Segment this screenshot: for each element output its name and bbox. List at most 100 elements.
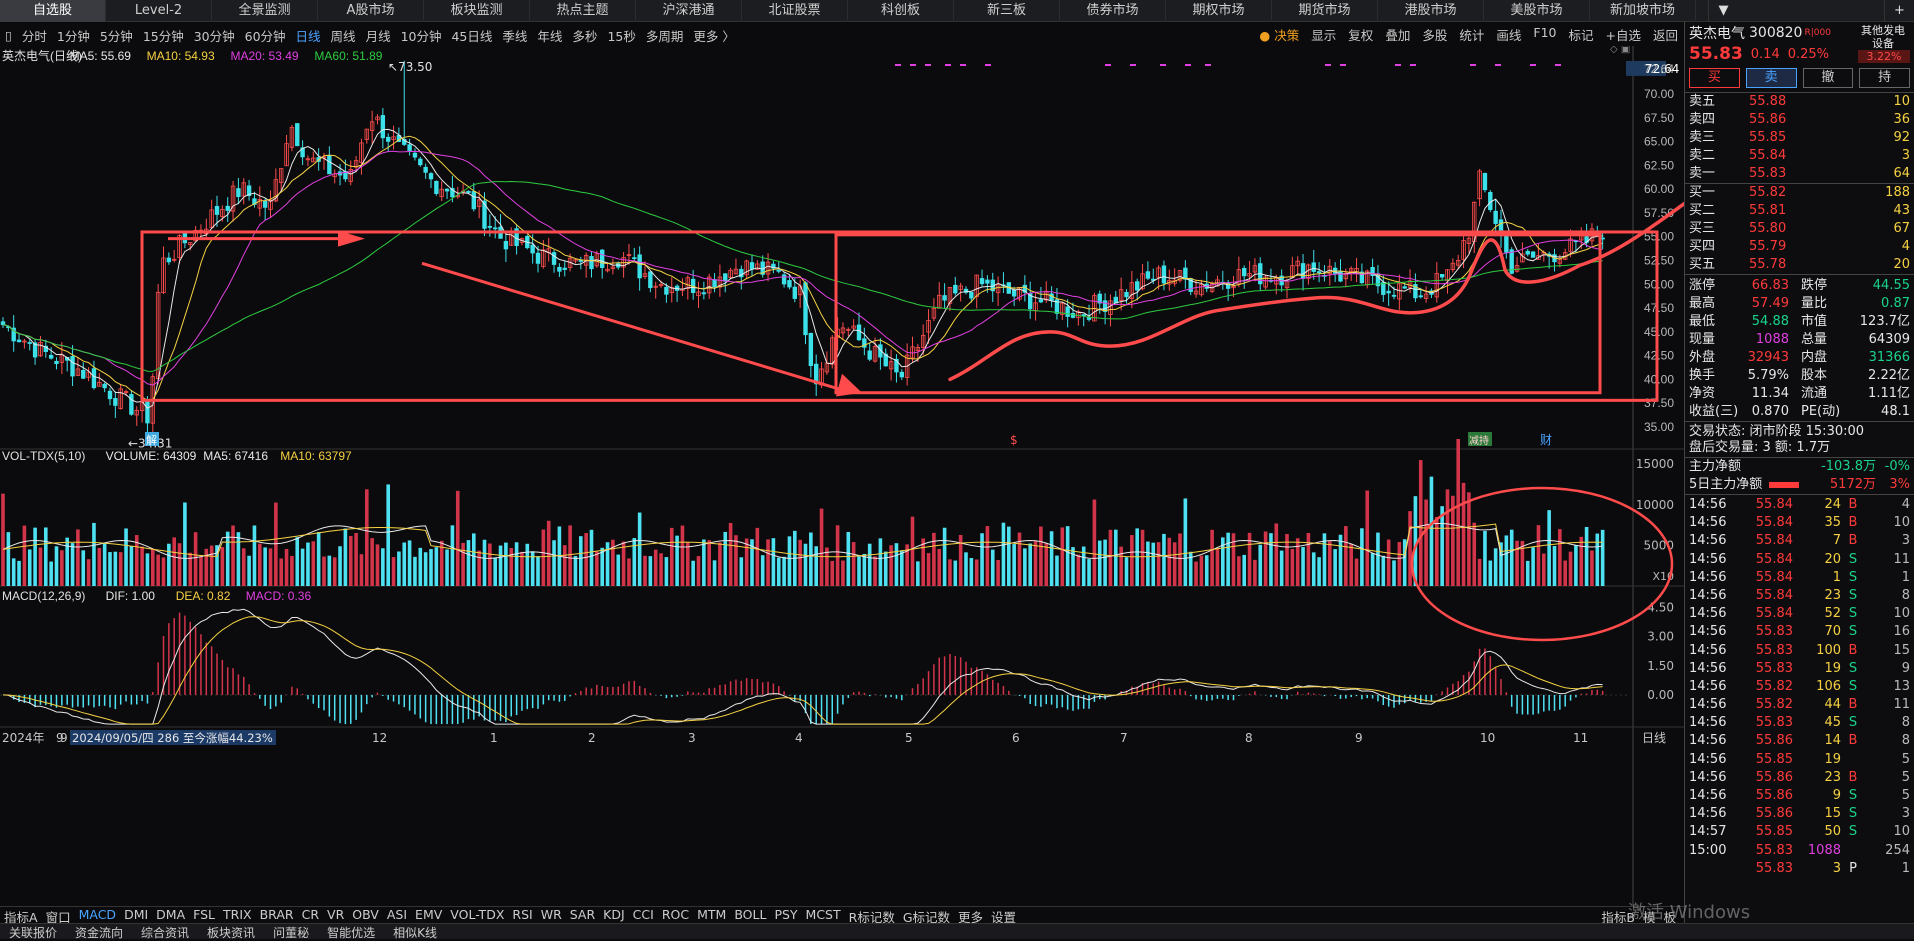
drawing-volume-circle[interactable] (1410, 486, 1674, 642)
nav-tab-15[interactable]: 新加坡市场 (1590, 0, 1696, 22)
nav-tab-11[interactable]: 期权市场 (1166, 0, 1272, 22)
buy-level-2[interactable]: 买二 55.81 43 (1685, 202, 1914, 220)
nav-tab-1[interactable]: Level-2 (106, 0, 212, 22)
kline-chart-area[interactable]: 英杰电气(日线) MA5: 55.69 MA10: 54.93 MA20: 53.49… (0, 44, 1702, 906)
toolbar-action-7[interactable]: F10 (1533, 25, 1557, 40)
indicator-tab-0[interactable]: 指标A (4, 910, 38, 925)
kline-chart[interactable]: 英杰电气(日线)MA5: 55.69 MA10: 54.93 MA20: 53.49… (0, 44, 1702, 906)
footer-tab-2[interactable]: 综合资讯 (141, 926, 190, 940)
buy-level-5[interactable]: 买五 55.78 20 (1685, 256, 1914, 274)
timeframe-7[interactable]: 周线 (330, 28, 356, 44)
nav-tab-12[interactable]: 期货市场 (1272, 0, 1378, 22)
nav-tab-2[interactable]: 全景监测 (212, 0, 318, 22)
drawing-arrow-down[interactable] (421, 261, 846, 393)
chevron-down-icon[interactable]: ▼ (1708, 0, 1738, 22)
toolbar-action-8[interactable]: 标记 (1568, 28, 1594, 43)
sell-level-1[interactable]: 卖一 55.83 64 (1685, 165, 1914, 183)
timeframe-12[interactable]: 年线 (537, 28, 563, 44)
indicator-tab-7[interactable]: BRAR (259, 907, 294, 922)
indicator-tab-13[interactable]: VOL-TDX (450, 907, 505, 922)
toolbar-action-5[interactable]: 统计 (1459, 28, 1485, 43)
sell-level-2[interactable]: 卖二 55.84 3 (1685, 147, 1914, 165)
timeframe-13[interactable]: 多秒 (572, 28, 598, 44)
chart-corner-icons[interactable]: ◇ ▣ (1610, 44, 1630, 55)
timeframe-1[interactable]: 1分钟 (56, 28, 90, 44)
indicator-tab-22[interactable]: PSY (774, 907, 798, 922)
indicator-tab-5[interactable]: FSL (193, 907, 216, 922)
sell-level-4[interactable]: 卖四 55.86 36 (1685, 111, 1914, 129)
timeframe-16[interactable]: 更多 〉 (693, 28, 735, 44)
footer-tab-6[interactable]: 相似K线 (393, 926, 437, 940)
indicator-tab-15[interactable]: WR (540, 907, 562, 922)
industry-link[interactable]: 其他发电设备 (1861, 24, 1905, 50)
buy-level-4[interactable]: 买四 55.79 4 (1685, 238, 1914, 256)
timeframe-0[interactable]: 分时 (21, 28, 47, 44)
timeframe-2[interactable]: 5分钟 (99, 28, 133, 44)
timeframe-9[interactable]: 10分钟 (400, 28, 442, 44)
drawing-inner-box[interactable] (834, 233, 1602, 395)
timeframe-3[interactable]: 15分钟 (142, 28, 184, 44)
indicator-tab-25[interactable]: G标记数 (902, 910, 951, 925)
buy-level-1[interactable]: 买一 55.82 188 (1685, 184, 1914, 202)
timeframe-10[interactable]: 45日线 (451, 28, 493, 44)
dollar-marker[interactable]: $ (1010, 433, 1018, 447)
timeframe-11[interactable]: 季线 (502, 28, 528, 44)
toolbar-action-1[interactable]: 显示 (1311, 28, 1337, 43)
indicator-right-2[interactable]: 板 (1663, 910, 1676, 925)
toolbar-action-3[interactable]: 叠加 (1385, 28, 1411, 43)
timeframe-15[interactable]: 多周期 (645, 28, 684, 44)
toolbar-action-10[interactable]: 返回 (1652, 28, 1678, 43)
indicator-tab-12[interactable]: EMV (415, 907, 443, 922)
indicator-tab-27[interactable]: 设置 (991, 910, 1017, 925)
buy-level-3[interactable]: 买三 55.80 67 (1685, 220, 1914, 238)
trade-button-2[interactable]: 撤 (1802, 68, 1854, 88)
nav-tab-7[interactable]: 北证股票 (742, 0, 848, 22)
nav-tab-4[interactable]: 板块监测 (424, 0, 530, 22)
footer-tab-5[interactable]: 智能优选 (327, 926, 376, 940)
nav-tab-14[interactable]: 美股市场 (1484, 0, 1590, 22)
indicator-tab-24[interactable]: R标记数 (848, 910, 895, 925)
nav-tab-0[interactable]: 自选股 (0, 0, 106, 22)
indicator-tab-2[interactable]: MACD (78, 907, 117, 922)
drawing-trend-curve[interactable] (948, 190, 1702, 382)
timeframe-6[interactable]: 日线 (295, 28, 321, 44)
sell-level-3[interactable]: 卖三 55.85 92 (1685, 129, 1914, 147)
sell-level-5[interactable]: 卖五 55.88 10 (1685, 93, 1914, 111)
indicator-tab-18[interactable]: CCI (632, 907, 654, 922)
drawing-outer-box[interactable] (140, 230, 1659, 402)
toolbar-action-6[interactable]: 画线 (1496, 28, 1522, 43)
indicator-tab-16[interactable]: SAR (569, 907, 596, 922)
footer-tab-4[interactable]: 问董秘 (273, 926, 310, 940)
finance-marker[interactable]: 财 (1540, 433, 1552, 447)
trade-button-0[interactable]: 买 (1689, 68, 1740, 88)
indicator-tab-26[interactable]: 更多 (958, 910, 984, 925)
indicator-tab-4[interactable]: DMA (156, 907, 186, 922)
timeframe-4[interactable]: 30分钟 (193, 28, 235, 44)
indicator-tab-21[interactable]: BOLL (734, 907, 767, 922)
footer-tab-1[interactable]: 资金流向 (75, 926, 124, 940)
indicator-tab-11[interactable]: ASI (386, 907, 408, 922)
trade-button-3[interactable]: 持 (1859, 68, 1910, 88)
unlock-marker[interactable] (145, 432, 159, 446)
indicator-tab-17[interactable]: KDJ (603, 907, 625, 922)
timeframe-8[interactable]: 月线 (365, 28, 391, 44)
indicator-tab-23[interactable]: MCST (805, 907, 841, 922)
indicator-tab-1[interactable]: 窗口 (45, 910, 71, 925)
nav-tab-6[interactable]: 沪深港通 (636, 0, 742, 22)
nav-tab-3[interactable]: A股市场 (318, 0, 424, 22)
toolbar-action-9[interactable]: +自选 (1605, 28, 1641, 43)
indicator-tab-8[interactable]: CR (301, 907, 320, 922)
indicator-tab-3[interactable]: DMI (124, 907, 149, 922)
timeframe-14[interactable]: 15秒 (607, 28, 636, 44)
indicator-tab-6[interactable]: TRIX (223, 907, 252, 922)
toolbar-action-2[interactable]: 复权 (1348, 28, 1374, 43)
indicator-tab-20[interactable]: MTM (697, 907, 727, 922)
trade-button-1[interactable]: 卖 (1745, 68, 1797, 88)
toolbar-action-0[interactable]: ● 决策 (1259, 28, 1300, 43)
indicator-tab-19[interactable]: ROC (661, 907, 690, 922)
nav-tab-10[interactable]: 债券市场 (1060, 0, 1166, 22)
nav-tab-5[interactable]: 热点主题 (530, 0, 636, 22)
indicator-tab-9[interactable]: VR (327, 907, 345, 922)
toolbar-action-4[interactable]: 多股 (1422, 28, 1448, 43)
nav-tab-9[interactable]: 新三板 (954, 0, 1060, 22)
